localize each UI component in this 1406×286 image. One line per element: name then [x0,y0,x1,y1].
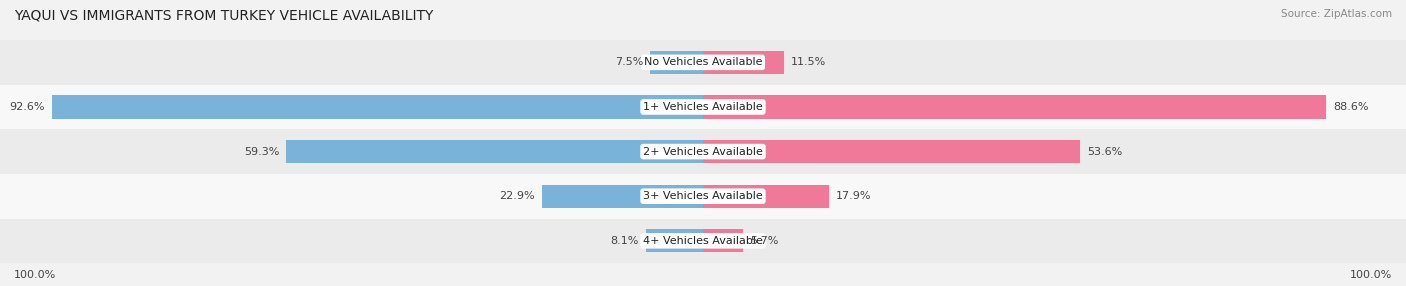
Text: 59.3%: 59.3% [243,147,278,156]
Text: 5.7%: 5.7% [751,236,779,246]
Bar [703,184,830,208]
Bar [52,95,703,119]
Bar [287,140,703,163]
Text: Source: ZipAtlas.com: Source: ZipAtlas.com [1281,9,1392,19]
Bar [543,184,703,208]
Text: 3+ Vehicles Available: 3+ Vehicles Available [643,191,763,201]
Text: 22.9%: 22.9% [499,191,534,201]
Text: 88.6%: 88.6% [1333,102,1368,112]
Bar [703,140,1080,163]
Text: 7.5%: 7.5% [614,57,644,67]
Bar [650,51,703,74]
Bar [703,95,1326,119]
Text: YAQUI VS IMMIGRANTS FROM TURKEY VEHICLE AVAILABILITY: YAQUI VS IMMIGRANTS FROM TURKEY VEHICLE … [14,9,433,23]
Bar [0,174,1406,219]
Text: 4+ Vehicles Available: 4+ Vehicles Available [643,236,763,246]
Bar [0,129,1406,174]
Text: 1+ Vehicles Available: 1+ Vehicles Available [643,102,763,112]
Text: 17.9%: 17.9% [835,191,872,201]
Text: 100.0%: 100.0% [14,270,56,279]
Text: 100.0%: 100.0% [1350,270,1392,279]
Bar [0,40,1406,85]
Text: 92.6%: 92.6% [10,102,45,112]
Bar [0,85,1406,129]
Text: 8.1%: 8.1% [610,236,640,246]
Bar [647,229,703,253]
Text: 53.6%: 53.6% [1087,147,1122,156]
Text: No Vehicles Available: No Vehicles Available [644,57,762,67]
Bar [703,229,744,253]
Bar [0,219,1406,263]
Text: 2+ Vehicles Available: 2+ Vehicles Available [643,147,763,156]
Bar [703,51,785,74]
Text: 11.5%: 11.5% [790,57,827,67]
